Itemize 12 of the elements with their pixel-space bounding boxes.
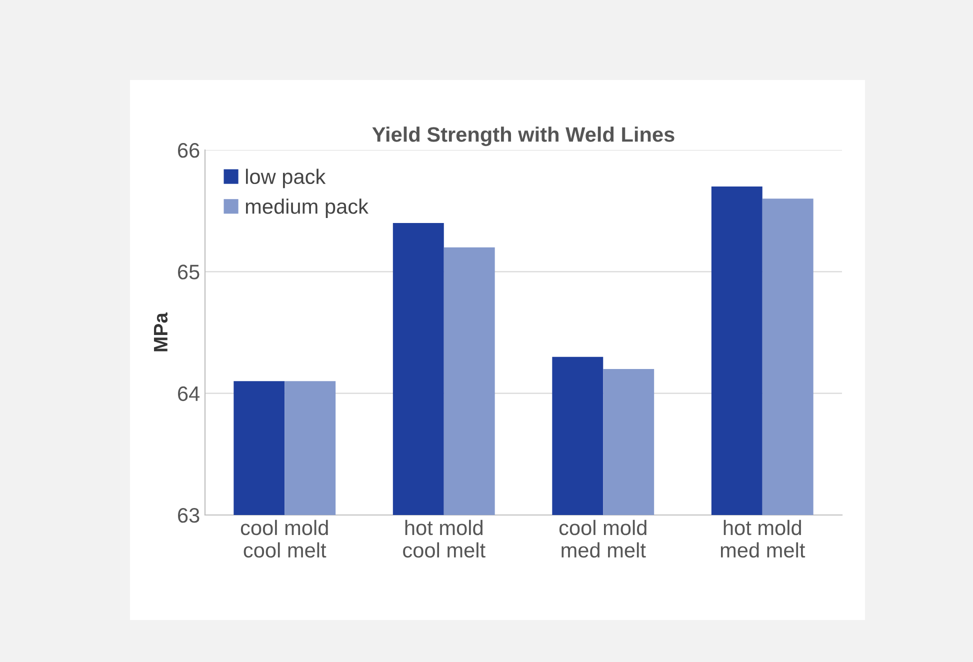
x-tick-label: hot mold cool melt: [403, 520, 486, 558]
y-tick-label: 65: [178, 264, 200, 280]
y-tick-label: 64: [178, 386, 200, 402]
y-tick-label: 66: [178, 143, 200, 158]
y-axis-title: MPa: [154, 312, 168, 352]
chart-title: Yield Strength with Weld Lines: [372, 126, 674, 146]
x-tick-label: cool mold med melt: [559, 520, 646, 558]
legend-label: low pack: [246, 168, 326, 188]
legend-label: medium pack: [246, 198, 369, 218]
y-tick-label: 63: [178, 508, 200, 523]
x-tick-label: hot mold med melt: [720, 520, 806, 558]
x-tick-label: cool mold cool melt: [240, 520, 328, 558]
